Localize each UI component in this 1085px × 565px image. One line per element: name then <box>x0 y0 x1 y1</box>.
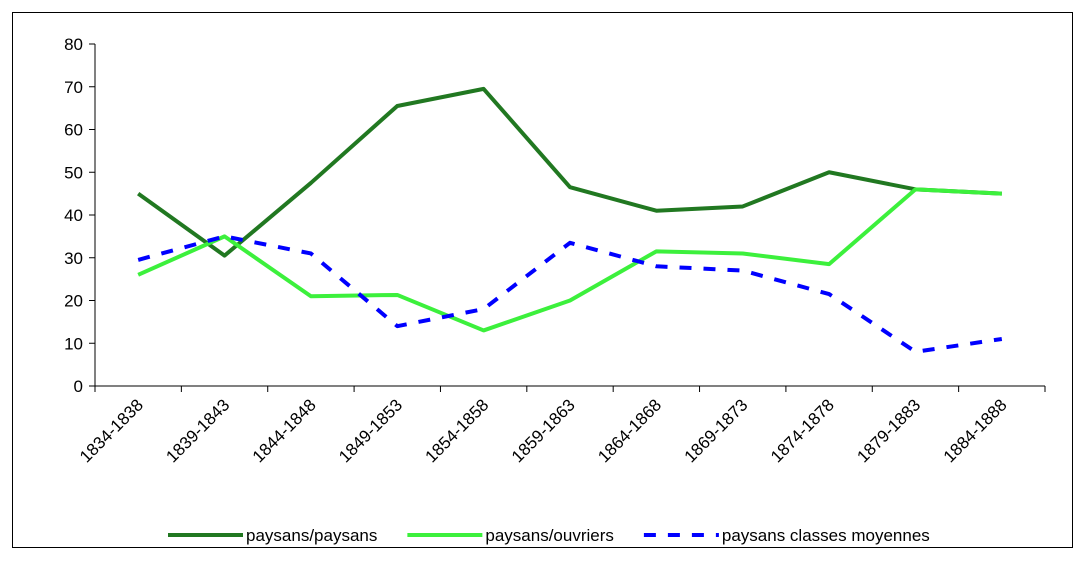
y-tick-label: 40 <box>64 206 83 225</box>
y-tick-label: 50 <box>64 163 83 182</box>
series-line <box>137 187 1002 333</box>
y-tick-label: 10 <box>64 334 83 353</box>
chart-border <box>12 12 1073 548</box>
y-tick-label: 80 <box>64 35 83 54</box>
series-line <box>137 234 1003 354</box>
series-line <box>137 86 1002 258</box>
y-tick-label: 20 <box>64 292 83 311</box>
y-tick-label: 0 <box>74 377 83 396</box>
y-tick-label: 60 <box>64 121 83 140</box>
legend-label: paysans classes moyennes <box>722 526 930 545</box>
legend-label: paysans/ouvriers <box>485 526 614 545</box>
y-tick-label: 70 <box>64 78 83 97</box>
y-tick-label: 30 <box>64 249 83 268</box>
legend-label: paysans/paysans <box>246 526 377 545</box>
